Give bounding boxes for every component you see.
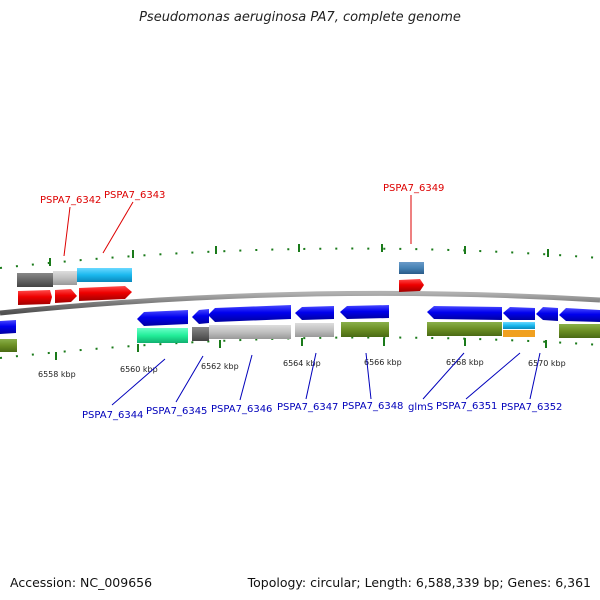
gene-block-cyan[interactable] xyxy=(77,268,132,282)
leader-line xyxy=(365,352,372,400)
gene-label-bottom[interactable]: PSPA7_6345 xyxy=(146,406,207,417)
tick-label: 6558 kbp xyxy=(38,370,76,379)
leader-line xyxy=(63,206,71,257)
leader-line xyxy=(111,358,166,406)
gene-label-bottom[interactable]: PSPA7_6348 xyxy=(342,401,403,412)
gene-block-lightgray[interactable] xyxy=(295,323,334,337)
gene-arrow-reverse[interactable] xyxy=(0,320,16,334)
gene-label-bottom[interactable]: PSPA7_6346 xyxy=(211,404,272,415)
gene-label-bottom[interactable]: PSPA7_6344 xyxy=(82,410,143,421)
gene-block-darkgray[interactable] xyxy=(17,273,53,287)
tick-label: 6568 kbp xyxy=(446,358,484,367)
leader-line xyxy=(529,352,541,400)
genome-backbone xyxy=(0,290,600,316)
tick-label: 6560 kbp xyxy=(120,365,158,374)
tick-label: 6566 kbp xyxy=(364,358,402,367)
gene-block-green[interactable] xyxy=(137,328,188,343)
gene-block-darkgray[interactable] xyxy=(192,327,209,341)
gene-arrow-reverse[interactable] xyxy=(559,308,600,322)
gene-arrow-reverse[interactable] xyxy=(340,305,389,319)
genome-summary-text: Topology: circular; Length: 6,588,339 bp… xyxy=(247,575,591,590)
gene-block-cyan[interactable] xyxy=(503,322,535,329)
gene-block-olive[interactable] xyxy=(0,339,17,352)
gene-arrow-forward[interactable] xyxy=(18,290,52,305)
leader-line xyxy=(422,352,465,400)
accession-text: Accession: NC_009656 xyxy=(10,575,153,590)
gene-label-bottom[interactable]: PSPA7_6347 xyxy=(277,402,338,413)
gene-label-top[interactable]: PSPA7_6349 xyxy=(383,183,444,194)
leader-line xyxy=(102,201,134,254)
leader-line xyxy=(305,352,317,400)
gene-block-lightgray[interactable] xyxy=(209,325,291,339)
gene-label-bottom[interactable]: PSPA7_6351 xyxy=(436,401,497,412)
gene-block-steelblue[interactable] xyxy=(399,262,424,274)
gene-arrow-forward[interactable] xyxy=(79,286,132,301)
gene-label-top[interactable]: PSPA7_6343 xyxy=(104,190,165,201)
tick-label: 6570 kbp xyxy=(528,359,566,368)
leader-line xyxy=(465,352,521,400)
gene-label-top[interactable]: PSPA7_6342 xyxy=(40,195,101,206)
gene-arrow-reverse[interactable] xyxy=(208,305,291,322)
gene-arrow-reverse[interactable] xyxy=(137,310,188,326)
gene-arrow-forward[interactable] xyxy=(55,289,77,303)
gene-arrow-reverse[interactable] xyxy=(503,307,535,320)
tick-label: 6562 kbp xyxy=(201,362,239,371)
major-ticks xyxy=(49,244,549,360)
gene-arrow-reverse[interactable] xyxy=(536,307,558,321)
gene-block-olive[interactable] xyxy=(427,322,502,336)
gene-block-olive[interactable] xyxy=(559,324,600,338)
leader-line xyxy=(239,354,253,401)
gene-block-olive[interactable] xyxy=(341,322,389,337)
gene-block-lightgray[interactable] xyxy=(53,271,77,285)
gene-label-bottom[interactable]: PSPA7_6352 xyxy=(501,402,562,413)
inner-guide-arc xyxy=(0,336,600,359)
gene-arrow-reverse[interactable] xyxy=(427,306,502,320)
gene-arrow-reverse[interactable] xyxy=(295,306,334,320)
map-title: Pseudomonas aeruginosa PA7, complete gen… xyxy=(139,10,461,25)
gene-label-bottom[interactable]: glmS xyxy=(408,402,433,413)
gene-block-orange[interactable] xyxy=(503,330,535,337)
gene-arrow-forward[interactable] xyxy=(399,279,424,292)
gene-arrow-reverse[interactable] xyxy=(192,309,209,324)
tick-label: 6564 kbp xyxy=(283,359,321,368)
leader-line xyxy=(175,355,204,403)
